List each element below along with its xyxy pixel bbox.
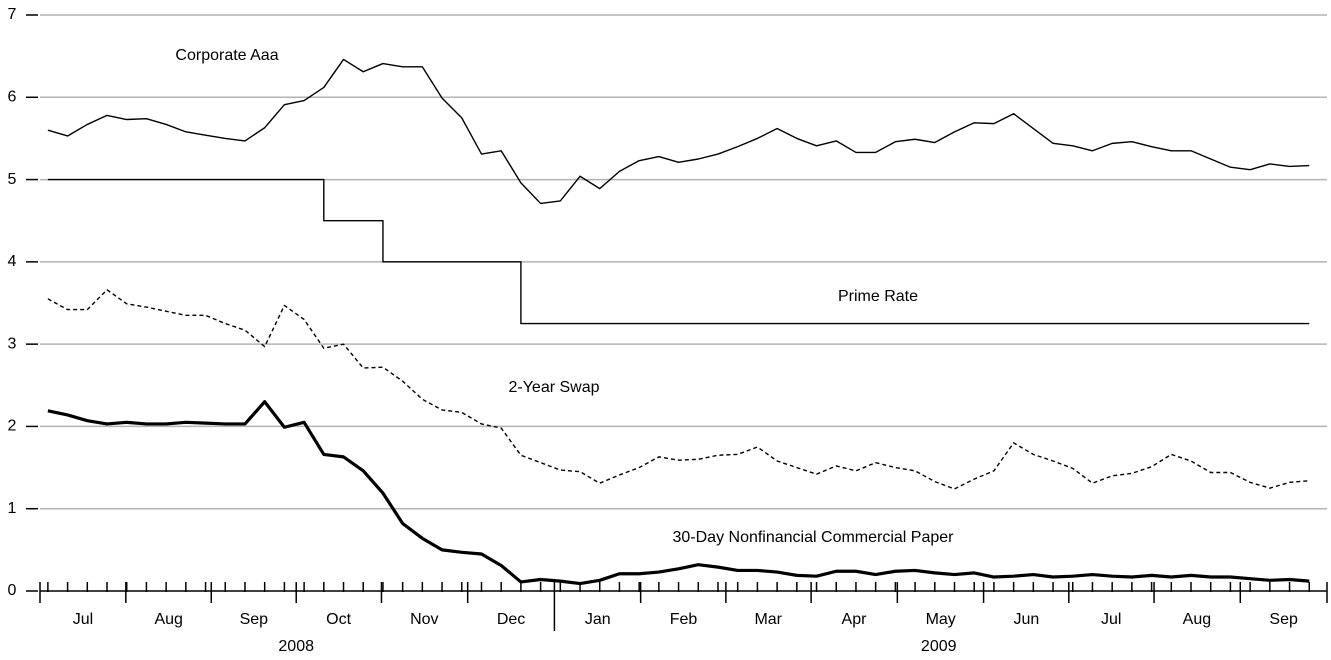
series-label: Corporate Aaa: [175, 47, 278, 64]
y-tick-label: 4: [8, 253, 17, 270]
x-tick-label: Sep: [1269, 611, 1298, 628]
series-line: [47, 178, 1310, 325]
series-line: [47, 400, 1310, 586]
x-tick-label: Feb: [670, 611, 698, 628]
x-tick-label: Jan: [585, 611, 611, 628]
x-tick-label: Aug: [154, 611, 182, 628]
y-tick-label: 6: [8, 89, 17, 106]
series-line: [47, 58, 1310, 205]
y-tick-label: 0: [8, 582, 17, 599]
x-tick-label: Sep: [240, 611, 269, 628]
x-tick-label: Mar: [754, 611, 782, 628]
series-line: [47, 289, 1310, 490]
x-tick-label: Oct: [326, 611, 351, 628]
y-tick-label: 7: [8, 6, 17, 23]
y-tick-label: 5: [8, 171, 17, 188]
x-tick-label: Jun: [1014, 611, 1040, 628]
x-tick-label: May: [926, 611, 956, 628]
y-tick-label: 1: [8, 500, 17, 517]
x-tick-label: Aug: [1183, 611, 1211, 628]
series-label: Prime Rate: [838, 288, 918, 305]
year-label: 2009: [921, 638, 957, 655]
year-label: 2008: [278, 638, 314, 655]
y-tick-label: 3: [8, 335, 17, 352]
x-tick-label: Apr: [842, 611, 868, 628]
x-tick-label: Dec: [497, 611, 525, 628]
series-label: 30-Day Nonfinancial Commercial Paper: [672, 529, 954, 546]
x-tick-label: Nov: [410, 611, 438, 628]
series-label: 2-Year Swap: [508, 379, 599, 396]
x-tick-label: Jul: [73, 611, 93, 628]
y-tick-label: 2: [8, 418, 17, 435]
x-tick-label: Jul: [1101, 611, 1121, 628]
